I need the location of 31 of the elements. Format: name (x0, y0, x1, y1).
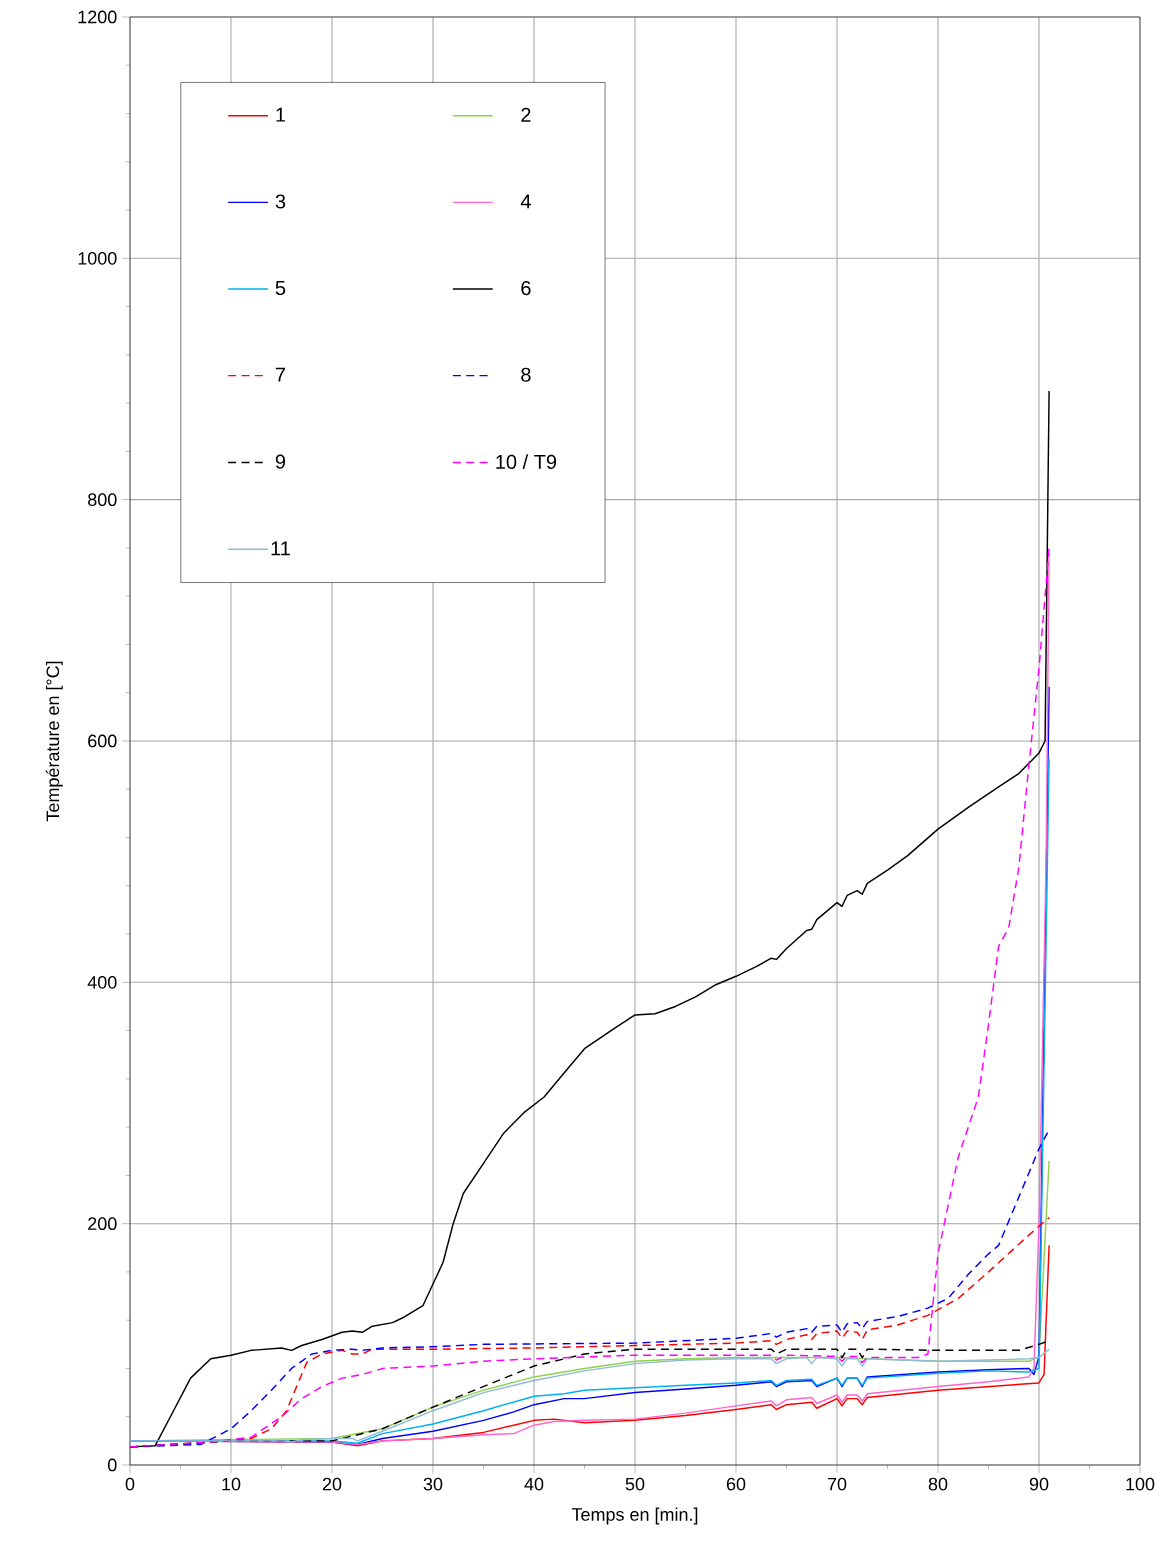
y-tick-label: 200 (88, 1217, 117, 1231)
x-tick-label: 70 (827, 1477, 847, 1491)
y-tick-label: 600 (88, 734, 117, 748)
legend-label: 11 (271, 541, 290, 556)
x-tick-label: 10 (222, 1477, 241, 1491)
x-tick-label: 80 (928, 1477, 948, 1491)
y-tick-label: 1000 (78, 251, 117, 265)
legend-label: 4 (520, 194, 531, 209)
x-tick-label: 20 (322, 1477, 342, 1491)
y-axis-title: Température en [°C] (45, 661, 63, 822)
legend-label: 10 / T9 (496, 454, 557, 469)
x-axis-title: Temps en [min.] (571, 1507, 698, 1525)
y-tick-label: 1200 (78, 10, 117, 24)
y-tick-label: 400 (87, 975, 117, 989)
legend-label: 2 (521, 107, 531, 122)
x-tick-label: 60 (726, 1477, 746, 1491)
legend-label: 8 (521, 367, 531, 382)
x-tick-label: 100 (1126, 1477, 1155, 1491)
x-tick-label: 30 (423, 1477, 443, 1491)
y-tick-label: 0 (107, 1458, 117, 1472)
legend-label: 6 (521, 281, 531, 296)
x-tick-label: 0 (125, 1477, 135, 1491)
legend-label: 9 (275, 454, 286, 469)
legend-label: 5 (275, 281, 286, 296)
legend-label: 3 (275, 194, 286, 209)
x-tick-label: 40 (524, 1477, 544, 1491)
y-tick-label: 800 (88, 493, 117, 507)
legend-label: 1 (276, 107, 286, 122)
x-tick-label: 50 (625, 1477, 645, 1491)
legend-label: 7 (275, 367, 286, 382)
x-tick-label: 90 (1029, 1477, 1049, 1491)
